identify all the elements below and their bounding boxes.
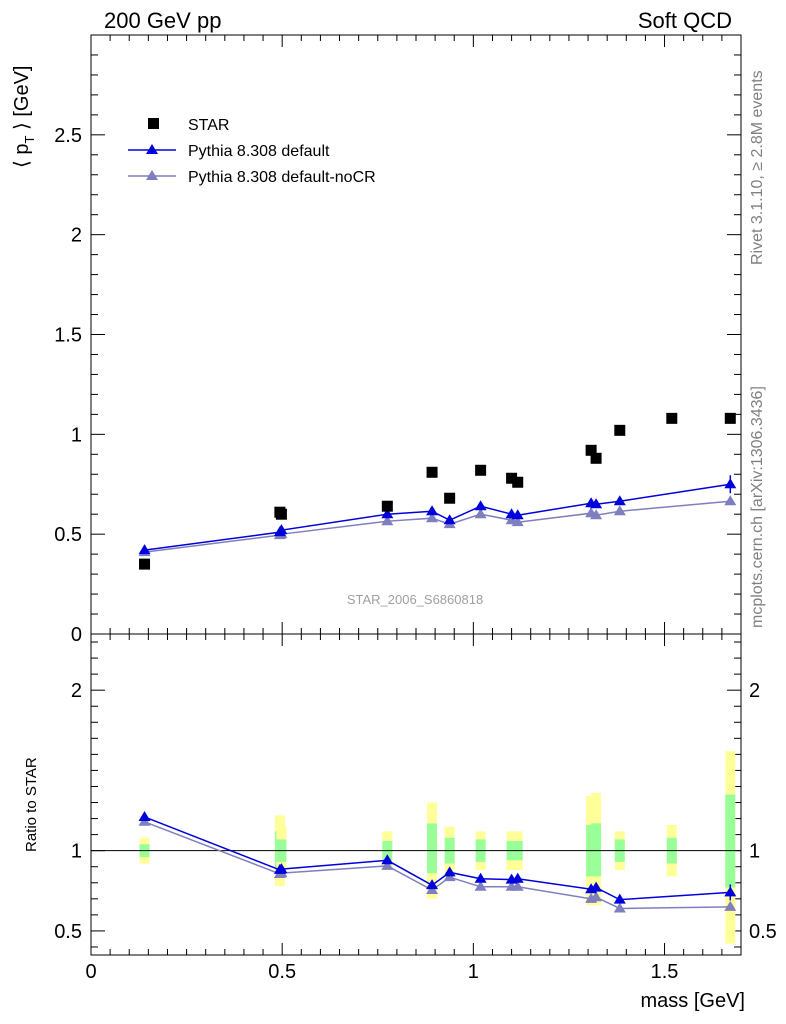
lower-y-tick-label-right: 0.5 <box>749 921 777 943</box>
ratio-pythia-default-point <box>443 866 456 877</box>
pythia-nocr-point <box>511 516 524 527</box>
ratio-pythia-default-point <box>474 872 487 883</box>
legend-label-star: STAR <box>188 117 229 134</box>
star-data-point <box>444 492 456 504</box>
pythia-nocr-point <box>426 512 439 523</box>
lower-y-axis-label: Ratio to STAR <box>23 757 40 852</box>
lower-panel: Ratio to STAR mass [GeV] 0 0.5 1 1.50.5 0.51… <box>23 633 777 1012</box>
upper-y-axis-label: ⟨ pT ⟩ [GeV] <box>11 66 37 169</box>
star-data-point <box>139 558 151 570</box>
pythia-nocr-point <box>474 508 487 519</box>
legend-marker-default <box>146 144 158 154</box>
lower-plot-frame <box>90 633 742 956</box>
lower-y-tick-label-right: 2 <box>749 680 760 702</box>
ratio-pythia-nocr-point <box>590 891 603 902</box>
lower-y-tick-label-left: 1 <box>71 841 82 863</box>
ratio-pythia-default-point <box>426 879 439 890</box>
star-data-point <box>614 424 626 436</box>
upper-y-tick-label: 1.5 <box>54 325 82 347</box>
pythia-nocr-point <box>724 495 737 506</box>
legend: STAR Pythia 8.308 default Pythia 8.308 d… <box>128 117 376 186</box>
x-tick-label: 0.5 <box>268 961 296 983</box>
star-data-point <box>426 466 438 478</box>
pythia-nocr-point <box>381 515 394 526</box>
upper-y-axis-label-subscript: T <box>22 136 37 144</box>
star-data-point <box>475 464 487 476</box>
legend-marker-star <box>148 118 159 129</box>
pythia-default-line <box>144 483 731 551</box>
lower-y-tick-label-left: 2 <box>71 680 82 702</box>
header-right: Soft QCD <box>638 8 732 33</box>
upper-y-tick-label: 2.5 <box>54 125 82 147</box>
mcplots-label: mcplots.cern.ch [arXiv:1306.3436] <box>749 386 766 628</box>
star-data-point <box>724 412 736 424</box>
star-data-point <box>512 476 524 488</box>
upper-y-tick-label: 2 <box>71 225 82 247</box>
pythia-default-point <box>381 508 394 519</box>
star-data-point <box>381 500 393 512</box>
star-data-point <box>275 508 287 520</box>
legend-marker-nocr <box>146 170 158 180</box>
uncertainty-band-inner <box>725 794 736 888</box>
ratio-pythia-nocr-line <box>144 821 731 910</box>
pythia-default-point <box>511 509 524 520</box>
star-data-point <box>585 444 597 456</box>
uncertainty-band-inner <box>427 823 438 874</box>
ratio-pythia-default-point <box>613 893 626 904</box>
ratio-pythia-nocr-point <box>724 900 737 911</box>
legend-label-default: Pythia 8.308 default <box>188 143 330 160</box>
analysis-watermark: STAR_2006_S6860818 <box>347 592 483 607</box>
x-tick-label: 1 <box>468 961 479 983</box>
pythia-nocr-line <box>144 500 731 553</box>
lower-y-tick-label-left: 0.5 <box>54 921 82 943</box>
x-tick-label: 1.5 <box>651 961 679 983</box>
pythia-default-point <box>275 524 288 535</box>
x-axis-label: mass [GeV] <box>641 990 745 1012</box>
ratio-pythia-nocr-point <box>613 902 626 913</box>
ratio-pythia-default-point <box>138 810 151 821</box>
upper-y-tick-label: 1 <box>71 424 82 446</box>
upper-y-tick-label: 0 <box>71 624 82 646</box>
lower-y-tick-label-right: 1 <box>749 841 760 863</box>
pythia-default-point <box>590 498 603 509</box>
uncertainty-band-inner <box>591 823 602 877</box>
ratio-pythia-nocr-point <box>381 859 394 870</box>
pythia-nocr-point <box>590 509 603 520</box>
ratio-pythia-default-point <box>511 872 524 883</box>
ratio-pythia-nocr-point <box>474 880 487 891</box>
ratio-pythia-default-point <box>275 863 288 874</box>
pythia-nocr-point <box>613 505 626 516</box>
pythia-default-point <box>474 500 487 511</box>
ratio-pythia-default-point <box>590 881 603 892</box>
upper-y-tick-label: 0.5 <box>54 524 82 546</box>
upper-panel: STAR_2006_S6860818 ⟨ pT ⟩ [GeV] STAR Pyt… <box>11 34 742 646</box>
ratio-pythia-default-point <box>381 854 394 865</box>
x-tick-label: 0 <box>85 961 96 983</box>
star-data-point <box>666 412 678 424</box>
pythia-default-point <box>138 544 151 555</box>
header-left: 200 GeV pp <box>104 8 221 33</box>
legend-label-nocr: Pythia 8.308 default-noCR <box>188 169 376 186</box>
ratio-pythia-nocr-point <box>511 880 524 891</box>
pythia-default-point <box>426 505 439 516</box>
rivet-label: Rivet 3.1.10, ≥ 2.8M events <box>749 70 766 265</box>
ratio-pythia-default-line <box>144 816 731 901</box>
pythia-default-point <box>443 514 456 525</box>
star-data-point <box>506 472 518 484</box>
star-data-point <box>590 452 602 464</box>
pythia-default-point <box>613 495 626 506</box>
